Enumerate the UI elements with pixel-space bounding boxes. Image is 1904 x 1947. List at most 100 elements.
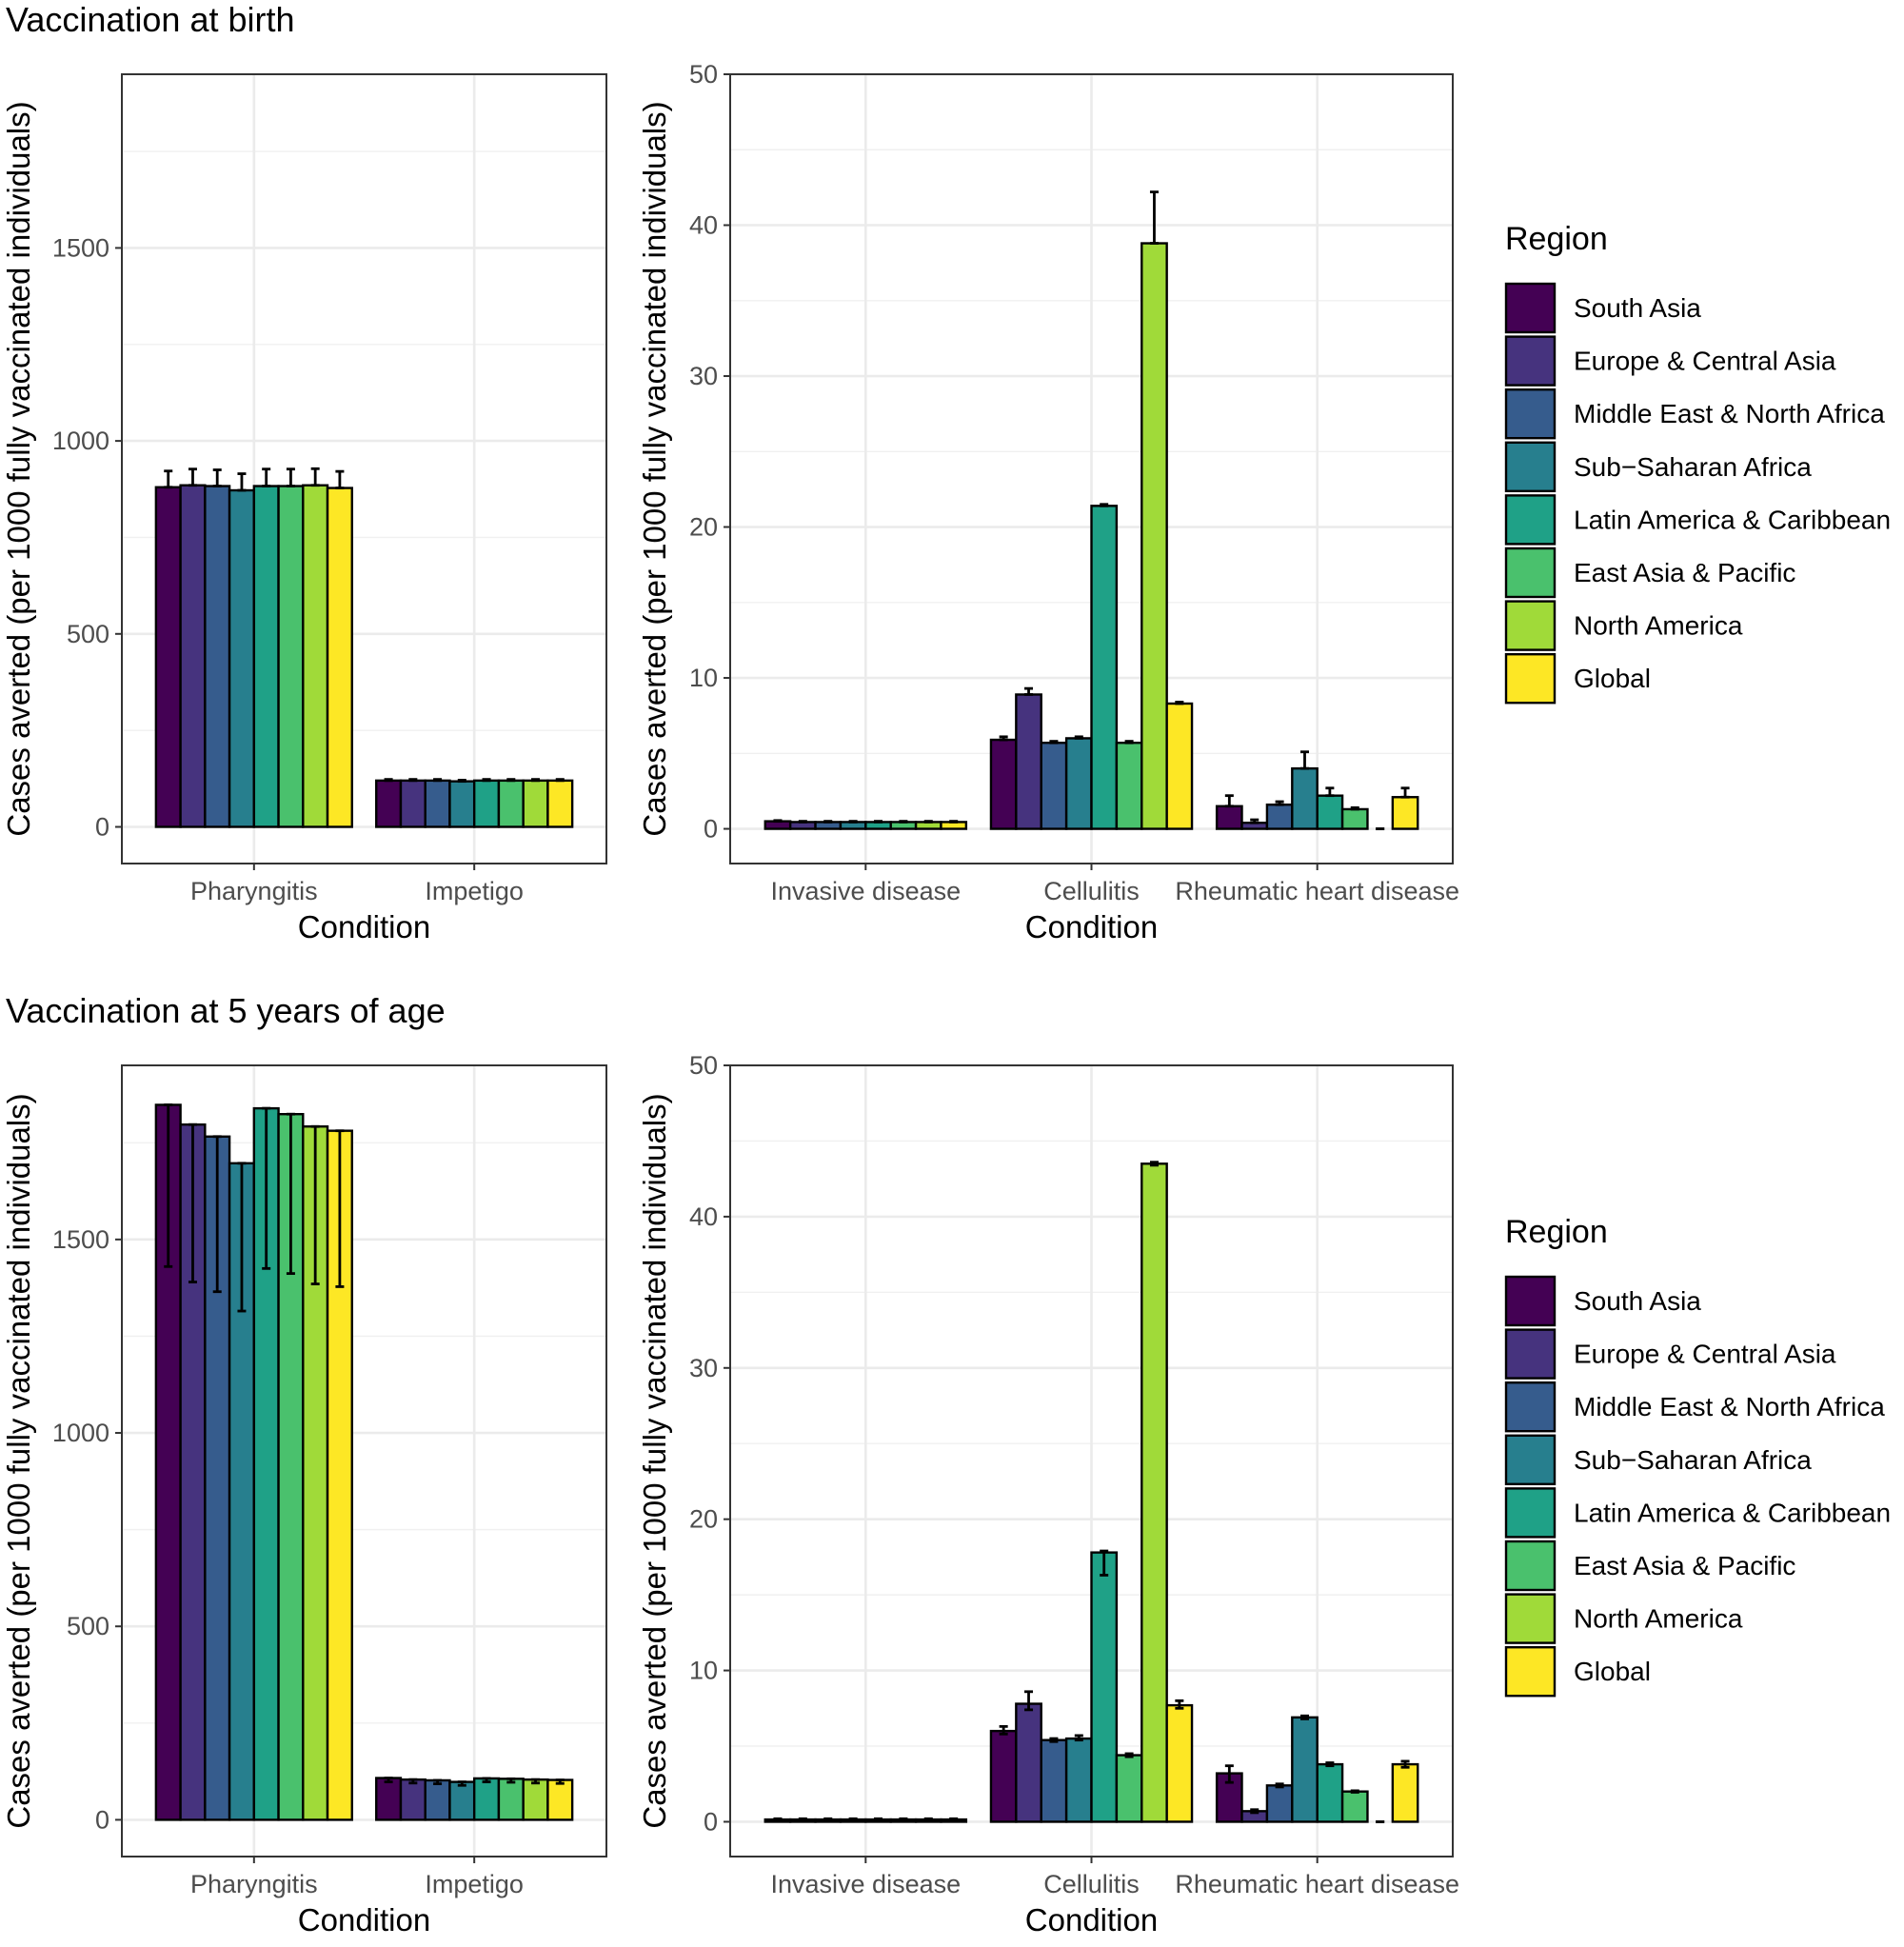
y-tick-label: 1000: [52, 1419, 109, 1447]
bar-cellulitis-sub-saharan-africa: [1064, 1737, 1093, 1823]
y-tick-label: 50: [689, 60, 718, 89]
x-tick-label-invasive-disease: Invasive disease: [771, 1870, 962, 1898]
bar-pharyngitis-north-america: [302, 484, 329, 828]
error-bar-pharyngitis-middle-east-north-africa: [212, 468, 222, 487]
error-bar-impetigo-europe-central-asia: [408, 778, 418, 783]
legend-key-north-america: [1504, 1593, 1557, 1644]
y-tick-label: 20: [689, 513, 718, 542]
bar-cellulitis-south-asia: [989, 738, 1018, 830]
x-axis-title: Condition: [1025, 909, 1158, 944]
y-tick-label: 0: [704, 1807, 718, 1836]
panel-border: [121, 1064, 607, 1858]
y-tick-label: 0: [95, 1805, 109, 1834]
legend-title: Region: [1505, 221, 1608, 257]
y-tick-label: 0: [704, 815, 718, 844]
bar-cellulitis-latin-america-caribbean: [1090, 505, 1119, 830]
x-axis-title: Condition: [1025, 1902, 1158, 1937]
error-bar-impetigo-middle-east-north-africa: [433, 778, 443, 783]
legend-label-middle-east-north-africa: Middle East & North Africa: [1574, 1392, 1885, 1421]
bar-pharyngitis-latin-america-caribbean: [252, 485, 280, 828]
bar-rheumatic-heart-disease-east-asia-pacific: [1340, 807, 1369, 830]
bar-cellulitis-north-america: [1140, 1162, 1168, 1823]
error-bar-impetigo-global: [555, 1778, 565, 1785]
legend-key-sub-saharan-africa: [1504, 1434, 1557, 1486]
bar-impetigo-latin-america-caribbean: [472, 1777, 501, 1821]
error-bar-invasive-disease-latin-america-caribbean: [874, 820, 883, 824]
bar-rheumatic-heart-disease-middle-east-north-africa: [1265, 1784, 1294, 1823]
bar-impetigo-global: [546, 779, 574, 828]
error-bar-impetigo-east-asia-pacific: [506, 1777, 516, 1784]
error-bar-invasive-disease-sub-saharan-africa: [848, 820, 858, 824]
legend-key-north-america: [1504, 600, 1557, 651]
bar-cellulitis-europe-central-asia: [1015, 693, 1042, 830]
chart-panel-1: 0 500 1000 1500 Pharyngitis Impetigo Condition…: [1, 73, 607, 944]
x-tick-label-rheumatic-heart-disease: Rheumatic heart disease: [1175, 877, 1459, 905]
error-bar-invasive-disease-sub-saharan-africa: [848, 1817, 858, 1822]
legend-key-europe-central-asia: [1504, 1328, 1557, 1380]
bar-pharyngitis-europe-central-asia: [179, 484, 207, 828]
y-tick-label: 500: [67, 1612, 109, 1640]
x-tick-label-pharyngitis: Pharyngitis: [190, 877, 318, 905]
error-bar-cellulitis-europe-central-asia: [1024, 1690, 1034, 1712]
bar-pharyngitis-south-asia: [154, 486, 182, 828]
legend-key-global: [1504, 1645, 1557, 1698]
error-bar-cellulitis-latin-america-caribbean: [1100, 1549, 1109, 1577]
error-bar-rheumatic-heart-disease-europe-central-asia: [1250, 818, 1259, 824]
error-bar-cellulitis-sub-saharan-africa: [1074, 1734, 1083, 1742]
legend-key-east-asia-pacific: [1504, 546, 1557, 599]
error-bar-pharyngitis-global: [335, 469, 345, 489]
error-bar-rheumatic-heart-disease-south-asia: [1224, 794, 1234, 808]
legend-label-global: Global: [1574, 664, 1651, 693]
bar-impetigo-east-asia-pacific: [497, 779, 525, 828]
bar-rheumatic-heart-disease-south-asia: [1215, 805, 1243, 830]
error-bar-impetigo-latin-america-caribbean: [482, 778, 491, 783]
bar-impetigo-middle-east-north-africa: [424, 779, 451, 828]
legend-title: Region: [1505, 1214, 1608, 1250]
error-bar-rheumatic-heart-disease-global: [1400, 1759, 1410, 1769]
legend-label-europe-central-asia: Europe & Central Asia: [1574, 347, 1836, 376]
y-axis-title: Cases averted (per 1000 fully vaccinated…: [637, 1093, 672, 1828]
error-bar-invasive-disease-east-asia-pacific: [899, 820, 908, 824]
bar-cellulitis-south-asia: [989, 1729, 1018, 1823]
bar-rheumatic-heart-disease-latin-america-caribbean: [1316, 1762, 1344, 1823]
error-bar-pharyngitis-north-america: [310, 1124, 320, 1285]
legend-key-europe-central-asia: [1504, 335, 1557, 387]
legend-label-global: Global: [1574, 1657, 1651, 1686]
error-bar-pharyngitis-europe-central-asia: [188, 1123, 197, 1283]
bar-impetigo-north-america: [522, 1778, 549, 1821]
bar-rheumatic-heart-disease-global: [1391, 1762, 1419, 1823]
error-bar-pharyngitis-east-asia-pacific: [286, 467, 295, 487]
legend-key-global: [1504, 653, 1557, 705]
y-axis-title: Cases averted (per 1000 fully vaccinated…: [1, 1093, 36, 1828]
error-bar-pharyngitis-global: [335, 1129, 345, 1288]
legend-label-sub-saharan-africa: Sub−Saharan Africa: [1574, 1445, 1812, 1475]
legend-label-south-asia: South Asia: [1574, 1286, 1701, 1316]
bar-impetigo-middle-east-north-africa: [424, 1778, 451, 1821]
error-bar-cellulitis-north-america: [1149, 190, 1159, 245]
legend-key-south-asia: [1504, 1275, 1557, 1327]
error-bar-pharyngitis-north-america: [310, 467, 320, 487]
x-tick-label-cellulitis: Cellulitis: [1043, 1870, 1140, 1898]
error-bar-rheumatic-heart-disease-middle-east-north-africa: [1275, 800, 1284, 806]
error-bar-invasive-disease-global: [949, 1817, 959, 1822]
bar-impetigo-east-asia-pacific: [497, 1778, 525, 1821]
error-bar-pharyngitis-south-asia: [164, 1103, 173, 1268]
bar-impetigo-global: [546, 1778, 574, 1821]
x-tick-label-rheumatic-heart-disease: Rheumatic heart disease: [1175, 1870, 1459, 1898]
legends: Region South Asia Europe & Central Asia Mid…: [1504, 221, 1891, 1698]
legend-key-latin-america-caribbean: [1504, 494, 1557, 546]
x-axis-title: Condition: [298, 1902, 430, 1937]
bar-rheumatic-heart-disease-east-asia-pacific: [1340, 1790, 1369, 1823]
error-bar-impetigo-south-asia: [384, 778, 393, 783]
y-tick-label: 1500: [52, 233, 109, 262]
error-bar-impetigo-middle-east-north-africa: [433, 1778, 443, 1786]
error-bar-invasive-disease-middle-east-north-africa: [823, 820, 833, 824]
chart-panel-2: 0 10 20 30 40 50 Invasive disease Cellulitis Rhe…: [637, 60, 1459, 944]
error-bar-cellulitis-global: [1175, 1699, 1184, 1710]
y-tick-label: 1000: [52, 427, 109, 455]
y-axis-title: Cases averted (per 1000 fully vaccinated…: [1, 101, 36, 836]
bar-cellulitis-global: [1165, 1703, 1194, 1823]
x-tick-label-invasive-disease: Invasive disease: [771, 877, 962, 905]
error-bar-pharyngitis-latin-america-caribbean: [262, 467, 271, 487]
